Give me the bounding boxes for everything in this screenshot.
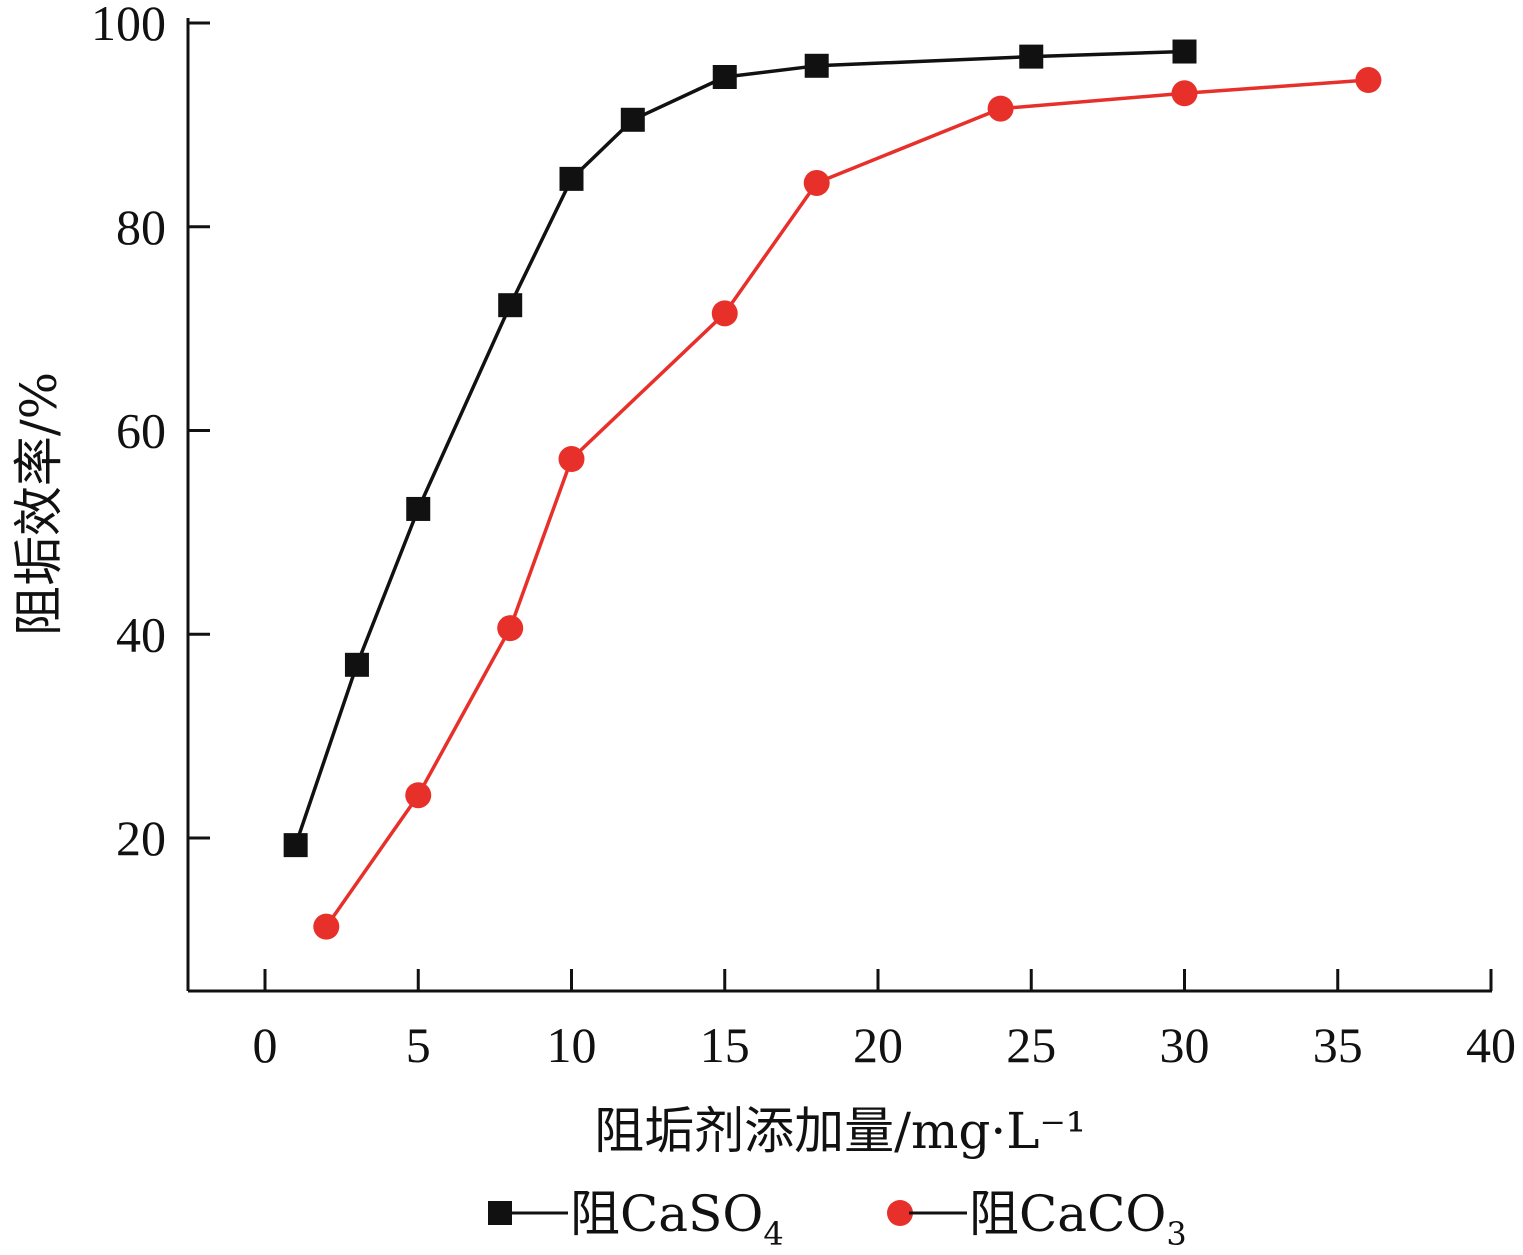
data-point [497, 615, 524, 642]
y-tick-label: 20 [116, 810, 166, 866]
y-tick-label: 100 [91, 0, 166, 51]
data-point [620, 107, 645, 132]
series-line [293, 49, 1185, 846]
ticks [188, 21, 1493, 991]
series-layer [283, 39, 1382, 940]
axes [186, 18, 1492, 993]
series-2 [313, 67, 1382, 940]
data-point [803, 169, 830, 196]
data-point [406, 496, 431, 521]
x-tick-label: 30 [1160, 1017, 1210, 1073]
y-tick-label: 80 [116, 199, 166, 255]
data-point [1355, 67, 1382, 94]
x-tick-label: 5 [406, 1017, 431, 1073]
data-point [987, 95, 1014, 122]
y-tick-label: 60 [116, 403, 166, 459]
y-axis-title: 阻垢效率/% [10, 372, 68, 636]
x-tick-label: 25 [1006, 1017, 1056, 1073]
data-point [283, 833, 308, 858]
data-point [558, 446, 585, 473]
tick-labels: 0 5 10 15 20 25 30 35 40 20 40 60 80 100 [91, 0, 1516, 1073]
data-point [498, 293, 523, 318]
data-point [712, 64, 737, 89]
legend-marker [887, 1200, 913, 1226]
data-point [559, 166, 584, 191]
legend-marker [488, 1201, 512, 1225]
x-tick-label: 10 [547, 1017, 597, 1073]
data-point [405, 782, 432, 809]
x-tick-label: 40 [1466, 1017, 1516, 1073]
x-tick-label: 35 [1313, 1017, 1363, 1073]
x-tick-label: 20 [853, 1017, 903, 1073]
x-tick-label: 15 [700, 1017, 750, 1073]
data-point [1019, 44, 1044, 69]
data-point [804, 53, 829, 78]
data-point [344, 652, 369, 677]
legend: 阻CaSO4 阻CaCO3 [488, 1185, 1187, 1253]
data-point [1171, 80, 1198, 107]
legend-label: 阻CaSO4 [570, 1185, 784, 1253]
y-tick-label: 40 [116, 606, 166, 662]
series-1 [283, 39, 1197, 858]
x-axis-title: 阻垢剂添加量/mg·L⁻¹ [594, 1102, 1086, 1160]
legend-label: 阻CaCO3 [969, 1185, 1187, 1253]
series-line [324, 78, 1369, 928]
data-point [1172, 39, 1197, 64]
data-point [313, 913, 340, 940]
x-tick-label: 0 [253, 1017, 278, 1073]
legend-item-2: 阻CaCO3 [887, 1185, 1187, 1253]
legend-item-1: 阻CaSO4 [488, 1185, 784, 1253]
data-point [711, 300, 738, 327]
